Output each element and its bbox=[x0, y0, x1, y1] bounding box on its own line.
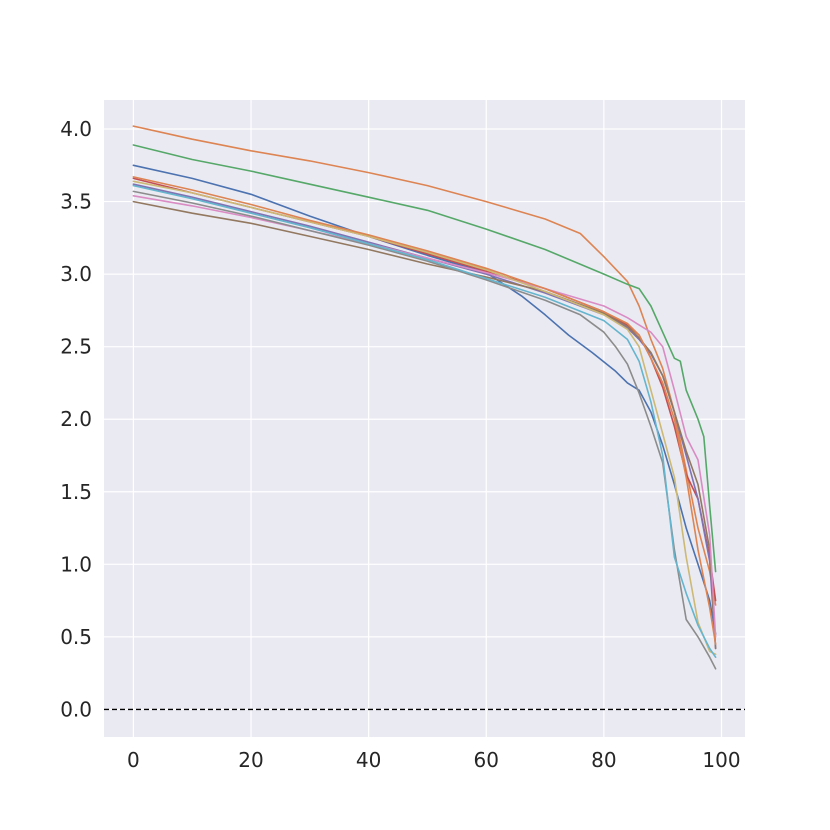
y-tick-label: 1.0 bbox=[60, 552, 92, 576]
y-tick-label: 3.5 bbox=[60, 190, 92, 214]
x-tick-label: 20 bbox=[238, 748, 263, 772]
series-line-3 bbox=[132, 164, 717, 635]
y-tick-label: 4.0 bbox=[60, 117, 92, 141]
x-tick-label: 80 bbox=[591, 748, 616, 772]
x-tick-label: 40 bbox=[356, 748, 381, 772]
plot-background bbox=[104, 100, 745, 737]
x-axis-ticks: 0 20 40 60 80 100 bbox=[127, 748, 741, 772]
series-line-10 bbox=[132, 184, 717, 658]
x-tick-label: 0 bbox=[127, 748, 140, 772]
y-tick-label: 2.0 bbox=[60, 407, 92, 431]
y-axis-ticks: 0.0 0.5 1.0 1.5 2.0 2.5 3.0 3.5 4.0 bbox=[60, 117, 92, 721]
series-line-11 bbox=[132, 176, 717, 645]
y-tick-label: 0.5 bbox=[60, 625, 92, 649]
y-tick-label: 3.0 bbox=[60, 262, 92, 286]
x-tick-label: 100 bbox=[702, 748, 740, 772]
grid bbox=[104, 100, 745, 737]
series-line-1 bbox=[132, 125, 717, 606]
y-tick-label: 2.5 bbox=[60, 335, 92, 359]
series-line-8 bbox=[132, 190, 717, 670]
x-tick-label: 60 bbox=[474, 748, 499, 772]
series-line-9 bbox=[132, 180, 717, 656]
series-line-2 bbox=[132, 144, 717, 573]
y-tick-label: 0.0 bbox=[60, 697, 92, 721]
series-line-6 bbox=[132, 200, 717, 650]
y-tick-label: 1.5 bbox=[60, 480, 92, 504]
series-group bbox=[132, 125, 717, 670]
